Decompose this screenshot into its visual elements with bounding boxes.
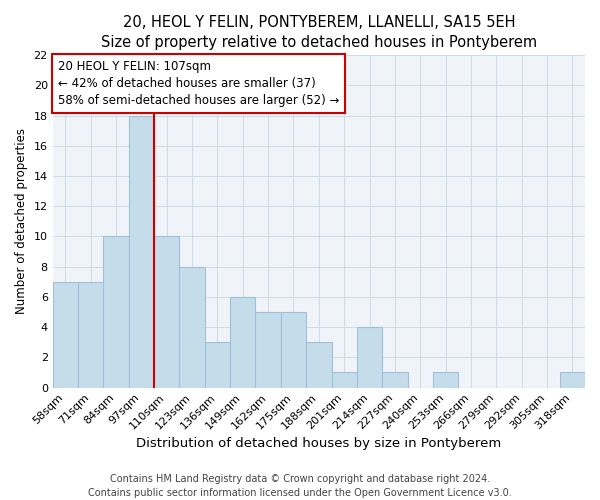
Bar (256, 312, 281, 388)
Bar (154, 236, 179, 388)
Bar (78, 282, 103, 388)
Y-axis label: Number of detached properties: Number of detached properties (15, 128, 28, 314)
Bar (53, 282, 78, 388)
Bar (433, 372, 458, 388)
Bar (332, 372, 357, 388)
Bar (179, 266, 205, 388)
Bar (306, 342, 332, 388)
Bar (205, 342, 230, 388)
Bar (281, 312, 306, 388)
Bar (230, 297, 256, 388)
Title: 20, HEOL Y FELIN, PONTYBEREM, LLANELLI, SA15 5EH
Size of property relative to de: 20, HEOL Y FELIN, PONTYBEREM, LLANELLI, … (101, 15, 537, 50)
Bar (357, 327, 382, 388)
Text: Contains HM Land Registry data © Crown copyright and database right 2024.
Contai: Contains HM Land Registry data © Crown c… (88, 474, 512, 498)
Bar (382, 372, 407, 388)
Bar (560, 372, 585, 388)
Text: 20 HEOL Y FELIN: 107sqm
← 42% of detached houses are smaller (37)
58% of semi-de: 20 HEOL Y FELIN: 107sqm ← 42% of detache… (58, 60, 340, 107)
Bar (103, 236, 129, 388)
X-axis label: Distribution of detached houses by size in Pontyberem: Distribution of detached houses by size … (136, 437, 502, 450)
Bar (129, 116, 154, 388)
